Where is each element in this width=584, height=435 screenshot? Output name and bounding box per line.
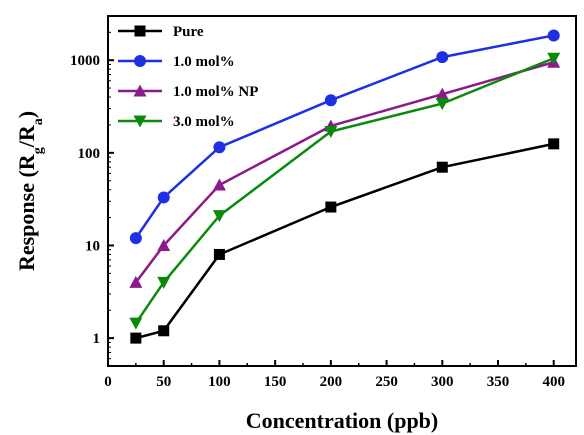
data-point <box>324 125 338 138</box>
y-tick-label: 10 <box>85 238 100 254</box>
data-point <box>548 138 560 150</box>
x-tick-label: 300 <box>431 374 454 390</box>
x-tick-label: 50 <box>156 374 171 390</box>
y-tick-label: 1000 <box>70 53 100 69</box>
y-axis-title-slash: /R <box>14 124 39 148</box>
y-axis: 1 10 100 1000 <box>70 31 114 360</box>
legend-item: 1.0 mol% <box>118 54 235 70</box>
x-tick-label: 250 <box>375 374 398 390</box>
legend-marker <box>134 25 146 37</box>
data-point <box>547 29 560 42</box>
y-tick-label: 1 <box>93 331 101 347</box>
x-axis: 0 50 100 150 200 250 300 350 400 <box>104 360 565 390</box>
y-axis-title: Response (Rg/Ra) <box>14 111 46 271</box>
data-point <box>158 325 170 337</box>
data-point <box>547 52 561 65</box>
legend-item: Pure <box>118 24 204 40</box>
x-tick-label: 0 <box>104 374 112 390</box>
x-tick-label: 150 <box>264 374 287 390</box>
y-tick-label: 100 <box>78 146 101 162</box>
series-3 <box>129 52 561 330</box>
legend-label: 3.0 mol% <box>173 114 235 130</box>
series-1 <box>129 29 560 245</box>
data-point <box>157 276 171 289</box>
y-axis-title-end: ) <box>14 111 39 118</box>
legend-marker <box>133 84 147 97</box>
y-axis-title-sub-g: g <box>31 147 46 154</box>
y-axis-title-sub-a: a <box>31 118 46 125</box>
series-line <box>134 34 554 239</box>
data-point <box>435 87 449 100</box>
legend: Pure 1.0 mol% 1.0 mol% NP 3.0 mol% <box>118 24 258 130</box>
legend-item: 1.0 mol% NP <box>118 84 258 100</box>
series-line <box>134 61 555 284</box>
x-tick-label: 100 <box>208 374 231 390</box>
legend-label: Pure <box>173 24 204 40</box>
legend-item: 3.0 mol% <box>118 114 235 130</box>
data-point <box>212 210 226 223</box>
series-layer <box>129 29 561 344</box>
data-point <box>212 178 226 191</box>
x-tick-label: 350 <box>487 374 510 390</box>
legend-marker <box>134 55 146 67</box>
data-point <box>324 94 337 107</box>
data-point <box>436 51 449 64</box>
x-axis-title: Concentration (ppb) <box>246 408 439 433</box>
data-point <box>130 332 142 344</box>
data-point <box>157 238 171 251</box>
data-point <box>213 141 226 154</box>
plot-frame <box>107 15 577 367</box>
data-point <box>325 201 337 213</box>
legend-label: 1.0 mol% NP <box>173 84 258 100</box>
legend-marker <box>133 115 147 128</box>
series-line <box>134 57 555 324</box>
data-point <box>157 191 170 204</box>
data-point <box>436 161 448 173</box>
x-tick-label: 400 <box>542 374 565 390</box>
series-0 <box>130 138 560 344</box>
x-tick-label: 200 <box>320 374 343 390</box>
data-point <box>213 248 225 260</box>
y-axis-title-main: Response (R <box>14 153 39 271</box>
data-point <box>129 232 142 245</box>
data-point <box>129 275 143 288</box>
legend-label: 1.0 mol% <box>173 54 235 70</box>
plot-border <box>107 15 577 367</box>
data-point <box>129 317 143 330</box>
data-point <box>435 98 449 111</box>
